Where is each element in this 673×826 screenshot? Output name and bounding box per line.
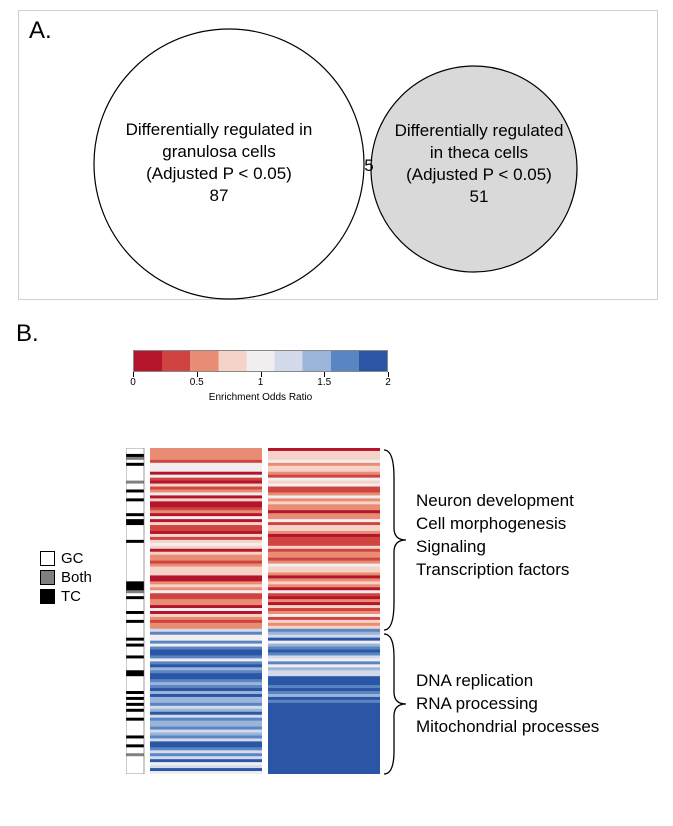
annot-top-2: Cell morphogenesis [416,513,574,536]
celltype-row-tc: TC [40,588,92,605]
bracket-bottom-icon [382,632,412,776]
bracket-top-icon [382,448,412,632]
colorscale-tick-label: 1 [258,377,264,388]
venn-right-line4: 51 [374,186,584,208]
colorscale-tick-label: 2 [385,377,391,388]
celltype-row-both: Both [40,569,92,586]
panel-b: B. 0 0.5 1 1.5 2 Enrichment Odds Ratio GC Bo… [18,320,658,810]
venn-right-line1: Differentially regulated [374,120,584,142]
annot-top-4: Transcription factors [416,559,574,582]
annot-bot-1: DNA replication [416,670,599,693]
venn-left-line2: granulosa cells [89,141,349,163]
celltype-row-gc: GC [40,550,92,567]
celltype-swatch-gc [40,551,55,566]
panel-a: A. Differentially regulated in granulosa… [18,10,658,300]
celltype-legend: GC Both TC [40,550,92,607]
celltype-label-gc: GC [61,550,84,567]
heatmap [126,448,382,774]
colorscale-legend: 0 0.5 1 1.5 2 Enrichment Odds Ratio [133,350,388,410]
colorscale-tick-label: 0.5 [190,377,204,388]
celltype-label-tc: TC [61,588,81,605]
annot-bot-3: Mitochondrial processes [416,716,599,739]
annot-bot-2: RNA processing [416,693,599,716]
colorscale-tick-label: 0 [130,377,136,388]
venn-left-line4: 87 [89,185,349,207]
colorscale-tick-label: 1.5 [317,377,331,388]
colorscale-gradient [133,350,388,372]
annot-top-1: Neuron development [416,490,574,513]
venn-overlap-text: 5 [354,155,384,177]
venn-left-text: Differentially regulated in granulosa ce… [89,119,349,207]
venn-left-line3: (Adjusted P < 0.05) [89,163,349,185]
panel-b-label: B. [16,320,39,348]
venn-left-line1: Differentially regulated in [89,119,349,141]
annotation-top: Neuron development Cell morphogenesis Si… [416,490,574,582]
celltype-swatch-tc [40,589,55,604]
colorscale-ticks: 0 0.5 1 1.5 2 [133,372,388,390]
colorscale-title: Enrichment Odds Ratio [133,392,388,403]
annot-top-3: Signaling [416,536,574,559]
venn-right-text: Differentially regulated in theca cells … [374,120,584,208]
venn-right-line3: (Adjusted P < 0.05) [374,164,584,186]
celltype-label-both: Both [61,569,92,586]
celltype-swatch-both [40,570,55,585]
annotation-bottom: DNA replication RNA processing Mitochond… [416,670,599,739]
heatmap-svg [126,448,382,774]
venn-right-line2: in theca cells [374,142,584,164]
